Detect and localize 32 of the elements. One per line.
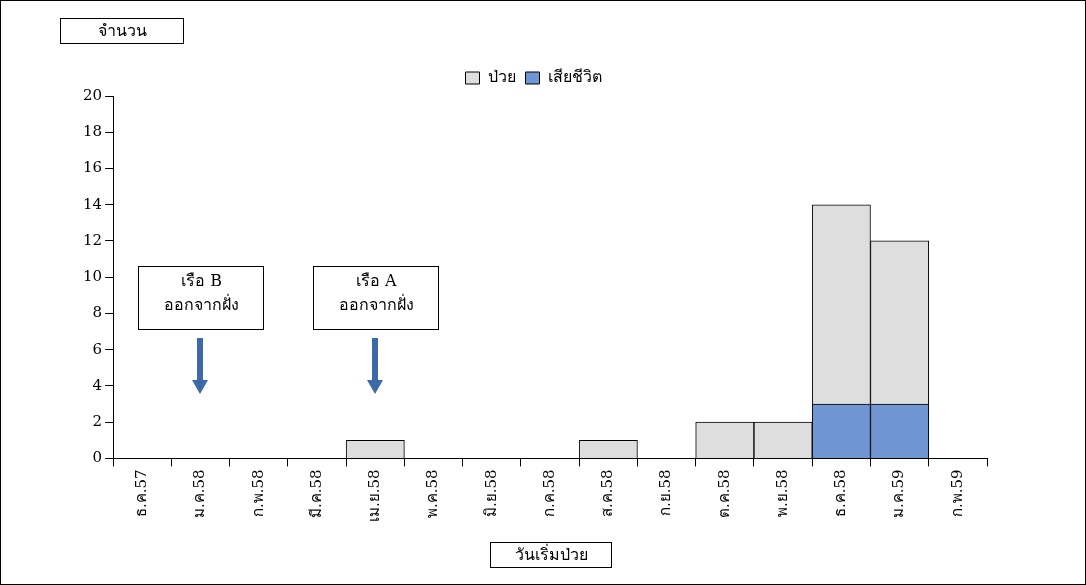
y-axis-title: จำนวน bbox=[60, 18, 184, 44]
x-axis-title: วันเริ่มป่วย bbox=[490, 542, 613, 568]
y-tick-label: 8 bbox=[92, 303, 103, 322]
y-tick-label: 20 bbox=[82, 85, 103, 104]
x-tick-label: ธ.ค.58 bbox=[831, 469, 850, 517]
annotation: เรือ B ออกจากฝั่ง bbox=[138, 266, 265, 331]
y-tick-label: 4 bbox=[92, 375, 103, 394]
legend-label: เสียชีวิต bbox=[547, 67, 602, 87]
y-tick-label: 6 bbox=[92, 339, 103, 358]
y-tick-label: 10 bbox=[82, 267, 103, 286]
y-tick-label: 12 bbox=[82, 230, 103, 249]
x-tick-label: ม.ค.59 bbox=[889, 469, 908, 518]
x-tick-label: ก.ค.58 bbox=[539, 469, 558, 517]
x-tick-label: ก.พ.58 bbox=[248, 469, 267, 517]
y-tick-label: 0 bbox=[92, 448, 103, 467]
legend-label: ป่วย bbox=[487, 67, 516, 87]
x-tick-label: พ.ค.58 bbox=[423, 469, 442, 518]
x-tick-label: ส.ค.58 bbox=[598, 469, 617, 517]
x-tick-label: พ.ย.58 bbox=[772, 469, 791, 517]
annotation: เรือ A ออกจากฝั่ง bbox=[313, 266, 440, 331]
x-tick-label: มิ.ย.58 bbox=[481, 469, 500, 517]
x-tick-label: มี.ค.58 bbox=[306, 469, 325, 518]
x-tick-label: ก.ย.58 bbox=[656, 469, 675, 516]
x-tick-label: ม.ค.58 bbox=[190, 469, 209, 518]
x-tick-label: ก.พ.59 bbox=[947, 469, 966, 517]
x-tick-label: ธ.ค.57 bbox=[132, 469, 151, 517]
x-tick-label: เม.ย.58 bbox=[365, 469, 384, 522]
x-tick-label: ต.ค.58 bbox=[714, 469, 733, 518]
y-tick-label: 16 bbox=[82, 158, 103, 177]
y-tick-label: 14 bbox=[82, 194, 103, 213]
y-tick-label: 18 bbox=[82, 122, 103, 141]
y-tick-label: 2 bbox=[92, 412, 103, 431]
